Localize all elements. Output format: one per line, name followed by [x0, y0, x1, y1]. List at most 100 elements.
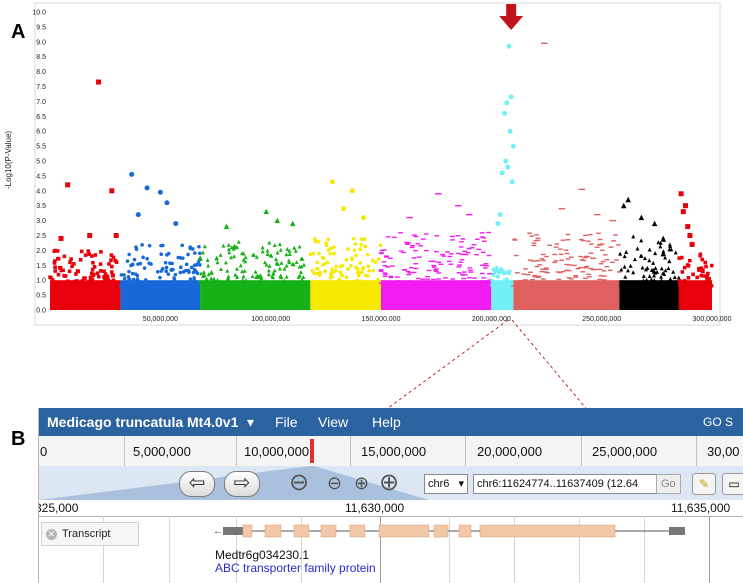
- data-point-chr1: [91, 260, 95, 265]
- data-point-chr7: [527, 259, 533, 261]
- menu-help[interactable]: Help: [372, 414, 401, 430]
- menu-file[interactable]: File: [275, 414, 298, 430]
- data-point-chr4: [311, 251, 316, 256]
- data-point-chr5: [402, 281, 408, 283]
- dataset-dropdown-icon[interactable]: ▾: [247, 414, 255, 430]
- data-point-chr1: [101, 282, 106, 287]
- data-point-chr1: [105, 274, 110, 279]
- data-point-chr5: [408, 280, 413, 282]
- ruler-tick: 11,635,000: [671, 501, 731, 515]
- data-point-chr3: [284, 252, 289, 257]
- data-point-chr9: [697, 266, 701, 271]
- data-point-chr5: [436, 261, 442, 263]
- data-point-chr1: [112, 280, 117, 285]
- zoom-in-icon[interactable]: ⊕: [354, 473, 370, 493]
- data-point-chr3: [226, 247, 231, 252]
- y-tick-label: 5.5: [36, 144, 46, 151]
- data-point-chr5: [458, 246, 464, 248]
- data-point-chr1: [66, 283, 71, 288]
- track-gridline: [514, 516, 515, 583]
- data-point-chr2: [122, 273, 126, 277]
- data-point-chr1: [56, 272, 61, 277]
- data-point-chr2: [163, 260, 168, 265]
- screenshot-tool-icon[interactable]: ▭: [722, 473, 743, 495]
- data-point-chr3: [215, 260, 220, 265]
- data-point-chr5: [390, 265, 395, 267]
- data-point-chr8: [676, 275, 681, 280]
- overview-position-marker[interactable]: [310, 439, 314, 463]
- data-point-chr1: [105, 280, 110, 285]
- data-point-chr9: [706, 284, 710, 288]
- close-icon[interactable]: ✕: [46, 529, 57, 540]
- manhattan-plot: -Log10(P-Value) 0.0 0.5 1.0 1.5 2.0 2.5 3.0 3.5…: [4, 2, 732, 326]
- data-point-chr1: [53, 259, 57, 263]
- gene-name[interactable]: Medtr6g034230.1: [215, 548, 310, 562]
- data-point-chr7: [523, 268, 528, 270]
- data-point-chr7: [566, 281, 571, 283]
- data-point-chr5: [406, 242, 412, 244]
- data-point-chr5: [384, 255, 389, 257]
- data-point-chr3: [238, 263, 243, 268]
- data-point-chr5: [460, 238, 466, 240]
- data-point-chr7: [599, 249, 605, 251]
- data-point-chr9: [692, 281, 696, 285]
- x-tick-label: 100,000,000: [251, 316, 290, 323]
- data-point-chr7: [552, 253, 557, 256]
- data-point-chr8: [647, 274, 652, 279]
- data-point-chr1: [80, 279, 84, 283]
- chromosome-overview[interactable]: 0 5,000,000 10,000,000 15,000,000 20,000…: [39, 436, 743, 467]
- data-point-chr7: [564, 269, 569, 272]
- data-point-chr2: [134, 247, 139, 252]
- highlight-tool-icon[interactable]: ✎: [692, 473, 716, 495]
- data-point-chr3: [266, 272, 271, 277]
- zoom-out-icon[interactable]: ⊖: [327, 473, 343, 493]
- data-point-chr2: [125, 259, 130, 263]
- data-point-chr2: [144, 185, 150, 191]
- zoom-in-big-icon[interactable]: ⊕: [379, 469, 400, 496]
- data-point-chr9: [685, 263, 690, 267]
- share-button[interactable]: GO S: [703, 415, 734, 429]
- panel-a-label: A: [11, 21, 26, 43]
- data-point-chr2: [186, 252, 190, 257]
- go-button[interactable]: Go: [656, 474, 681, 494]
- data-point-chr4: [333, 284, 338, 288]
- data-point-chr3: [215, 277, 220, 282]
- location-input[interactable]: chr6:11624774..11637409 (12.64: [473, 474, 657, 494]
- data-point-chr7: [558, 207, 566, 210]
- pan-left-button[interactable]: ⇦: [179, 471, 215, 497]
- data-point-chr2: [192, 278, 197, 283]
- data-point-chr7: [589, 243, 594, 245]
- data-point-chr5: [425, 281, 431, 283]
- data-point-chr4: [317, 279, 322, 284]
- data-point-chr5: [379, 252, 384, 254]
- data-point-chr7: [559, 259, 565, 261]
- data-point-chr1: [113, 233, 119, 238]
- data-point-chr3: [299, 277, 304, 282]
- zoom-out-big-icon[interactable]: ⊖: [289, 469, 310, 496]
- data-point-chr8: [659, 283, 664, 288]
- data-point-chr4: [358, 247, 363, 252]
- pan-right-button[interactable]: ⇨: [224, 471, 260, 497]
- data-point-chr1: [52, 261, 57, 265]
- data-point-chr3: [206, 272, 211, 277]
- data-point-chr2: [140, 243, 144, 247]
- data-point-chr7: [602, 279, 607, 281]
- data-point-chr4: [323, 269, 327, 274]
- data-point-chr3: [247, 282, 252, 287]
- overview-gridline: [350, 436, 351, 466]
- track-label[interactable]: ✕ Transcript: [41, 522, 139, 546]
- data-point-chr2: [198, 263, 202, 267]
- data-point-chr3: [257, 280, 262, 285]
- data-point-chr7: [527, 232, 532, 234]
- data-point-chr8: [651, 267, 656, 272]
- data-point-chr7: [601, 275, 607, 277]
- reference-sequence-select[interactable]: chr6 ▾: [424, 474, 468, 494]
- data-point-chr3: [302, 282, 307, 287]
- data-point-chr3: [243, 279, 248, 284]
- data-point-chr2: [187, 270, 191, 274]
- ruler-tick: 11,630,000: [345, 501, 405, 515]
- browser-title[interactable]: Medicago truncatula Mt4.0v1: [47, 414, 239, 430]
- data-point-chr3: [242, 268, 247, 273]
- data-point-chr2: [132, 257, 137, 262]
- menu-view[interactable]: View: [318, 414, 349, 430]
